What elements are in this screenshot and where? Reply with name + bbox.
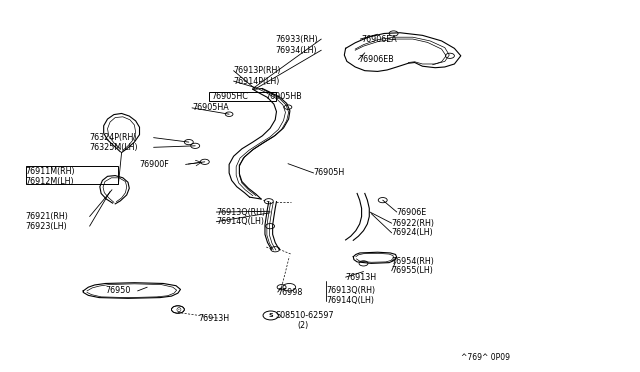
Text: 76324P(RH): 76324P(RH) — [90, 133, 137, 142]
Text: 76912M(LH): 76912M(LH) — [26, 177, 74, 186]
Text: 76906E: 76906E — [397, 208, 427, 217]
Text: 76325M(LH): 76325M(LH) — [90, 143, 138, 152]
Text: 76906EB: 76906EB — [358, 55, 394, 64]
Text: 76921(RH): 76921(RH) — [26, 212, 68, 221]
Text: 76913H: 76913H — [198, 314, 230, 323]
Text: 76933(RH): 76933(RH) — [275, 35, 318, 44]
Text: 76914P(LH): 76914P(LH) — [234, 77, 280, 86]
Text: 76923(LH): 76923(LH) — [26, 222, 67, 231]
Text: 76913Q(RH): 76913Q(RH) — [216, 208, 266, 217]
Text: 76905HC: 76905HC — [211, 92, 248, 101]
Text: 76905HA: 76905HA — [192, 103, 228, 112]
Text: 76911M(RH): 76911M(RH) — [26, 167, 76, 176]
Text: 76950: 76950 — [106, 286, 131, 295]
Text: 76954(RH): 76954(RH) — [392, 257, 435, 266]
Bar — [26, 166, 118, 184]
Text: 76913Q(RH): 76913Q(RH) — [326, 286, 376, 295]
Text: 76905H: 76905H — [314, 169, 345, 177]
Text: S: S — [268, 313, 273, 318]
Text: ⊙: ⊙ — [175, 307, 181, 312]
Text: 76913H: 76913H — [346, 273, 377, 282]
Text: 76924(LH): 76924(LH) — [392, 228, 433, 237]
Text: 76905HB: 76905HB — [266, 92, 302, 101]
Text: 76914Q(LH): 76914Q(LH) — [216, 217, 264, 226]
Text: 76900F: 76900F — [140, 160, 169, 169]
Text: (2): (2) — [297, 321, 308, 330]
Text: 76922(RH): 76922(RH) — [392, 219, 435, 228]
Text: S08510-62597: S08510-62597 — [275, 311, 334, 320]
Text: ^769^ 0P09: ^769^ 0P09 — [461, 353, 510, 362]
Text: 76913P(RH): 76913P(RH) — [234, 66, 281, 75]
Text: 76955(LH): 76955(LH) — [392, 266, 433, 275]
Text: 76906EA: 76906EA — [362, 35, 397, 44]
Text: 76914Q(LH): 76914Q(LH) — [326, 296, 374, 305]
Text: 76934(LH): 76934(LH) — [275, 46, 317, 55]
Text: 76998: 76998 — [278, 288, 303, 296]
Bar — [209, 92, 276, 101]
